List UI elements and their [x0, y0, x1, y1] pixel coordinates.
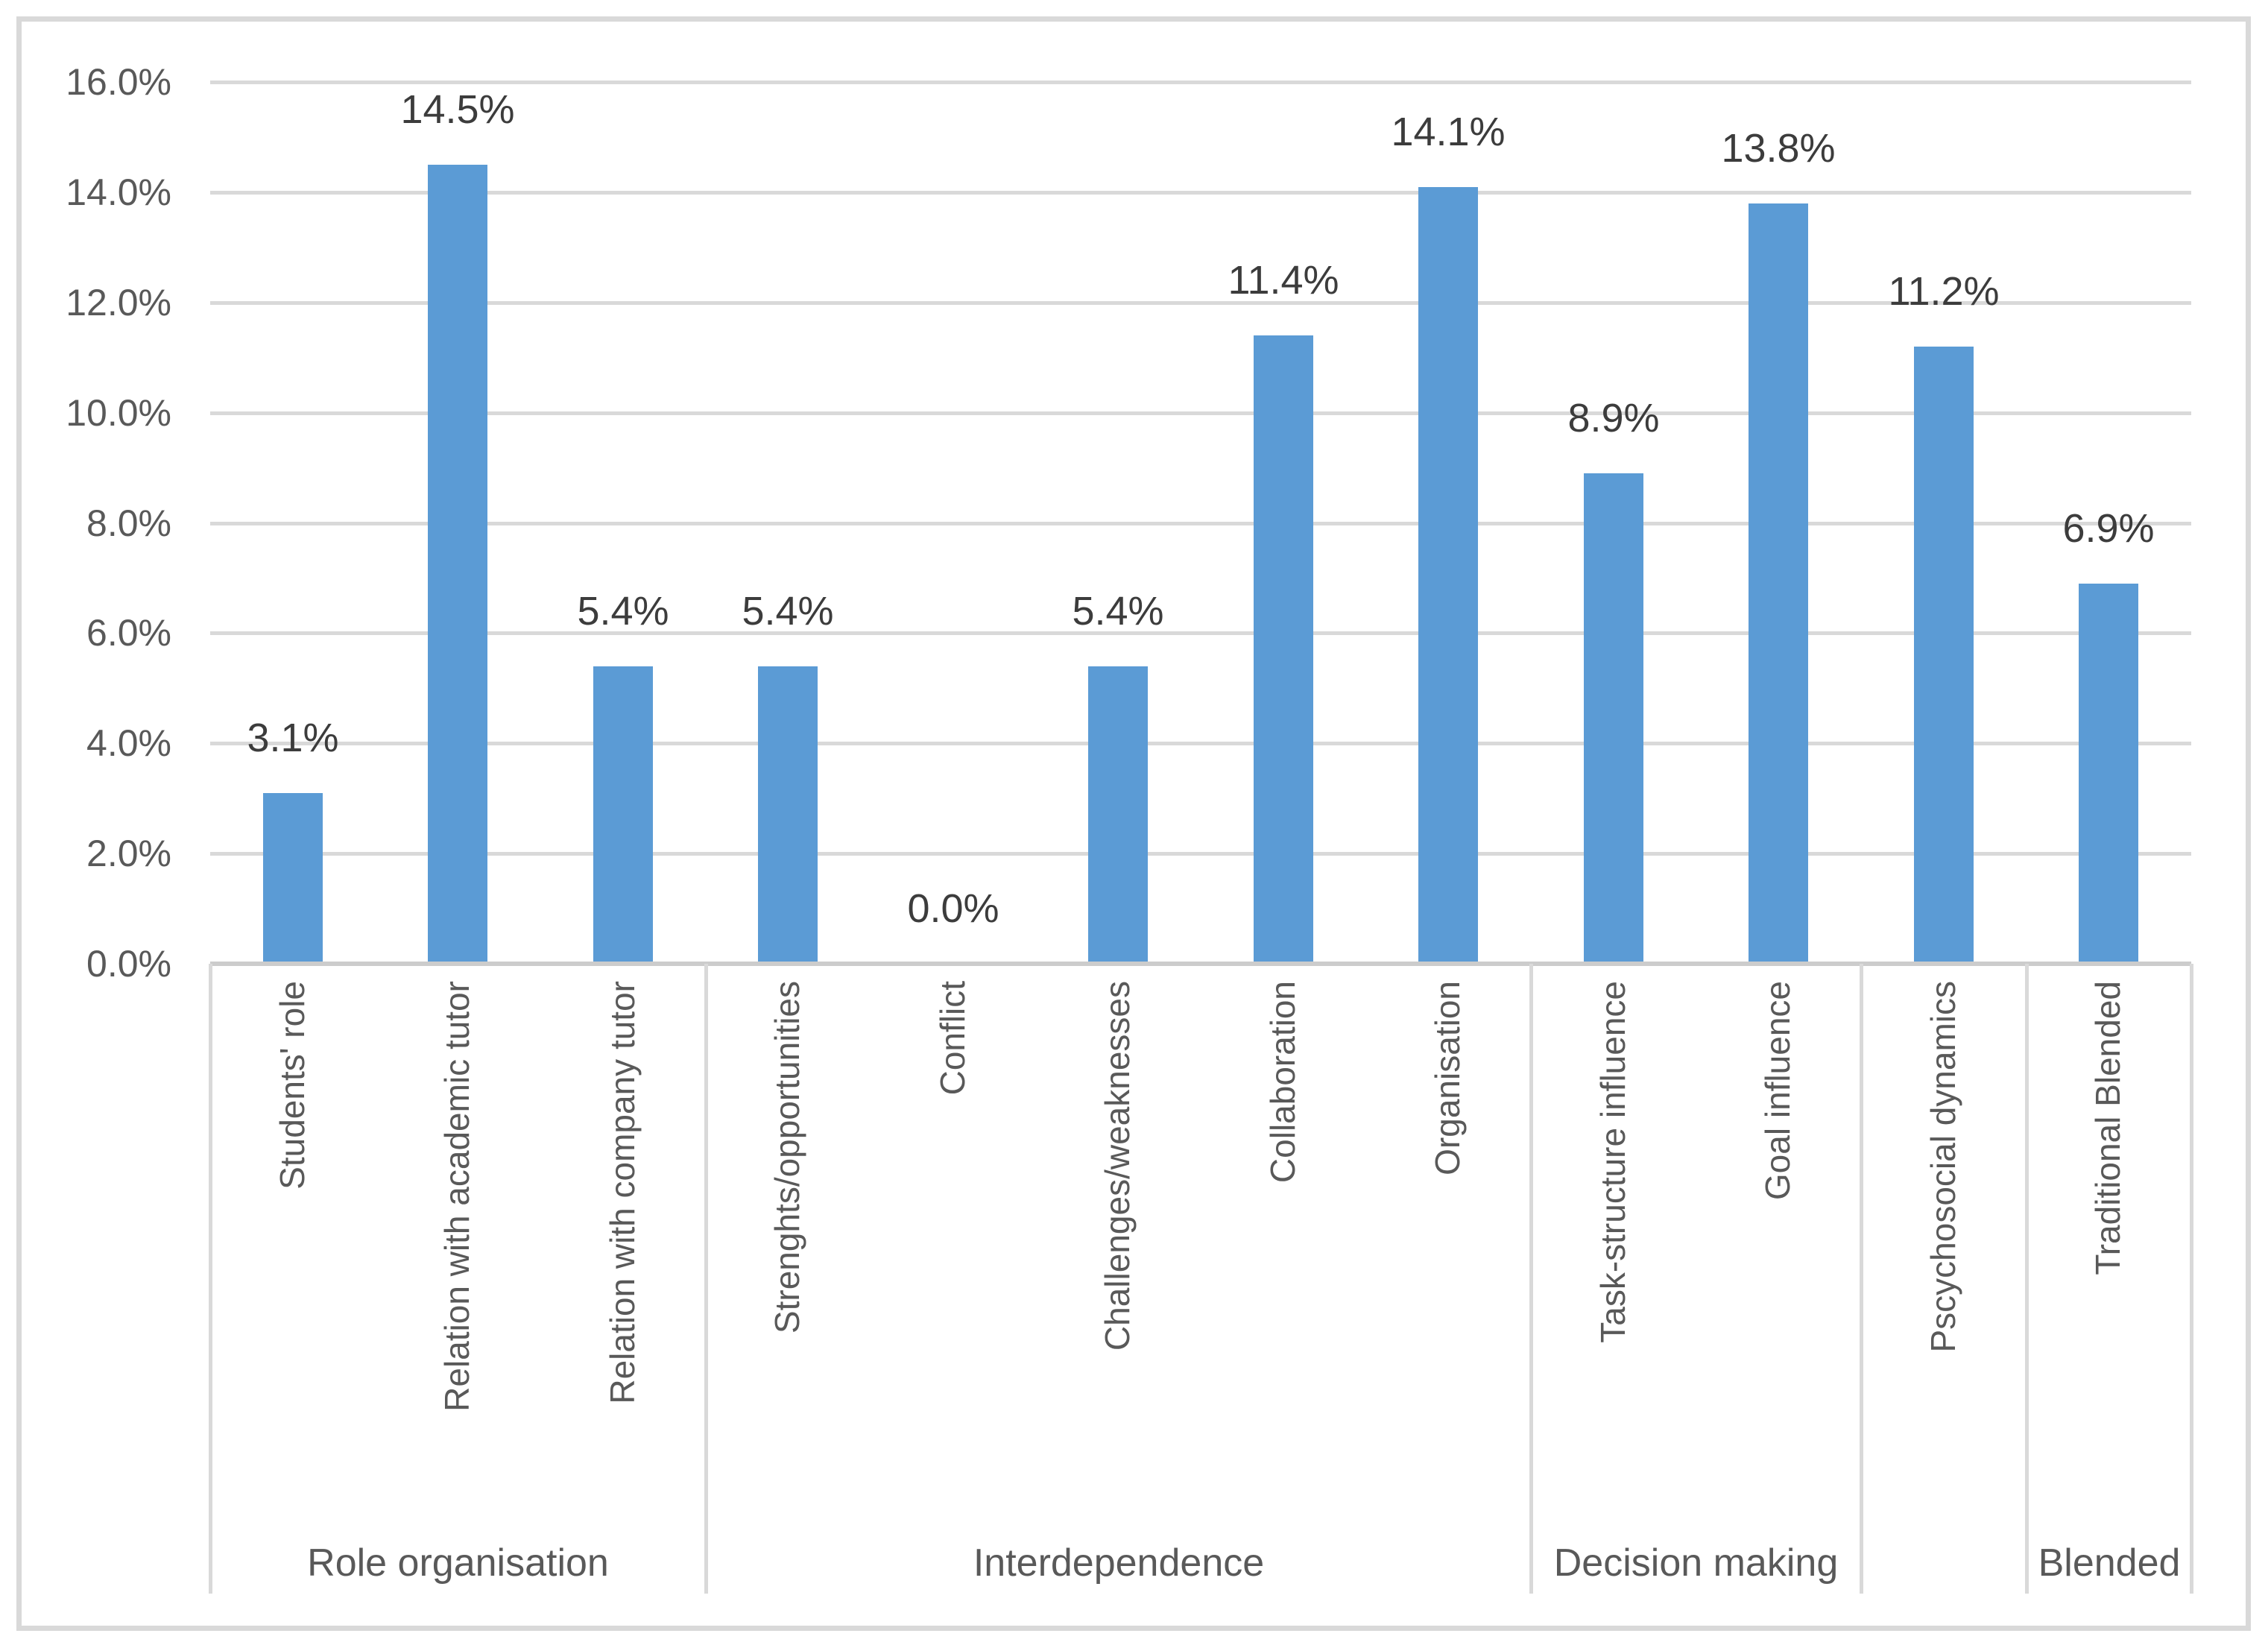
bar [593, 666, 653, 964]
category-label-text: Goal influence [1758, 981, 1798, 1201]
group-divider [2025, 964, 2029, 1594]
bar [1418, 187, 1478, 964]
bar [1254, 335, 1313, 964]
gridline [210, 80, 2191, 85]
group-divider [704, 964, 708, 1594]
gridline [210, 521, 2191, 525]
bar-value-label: 13.8% [1721, 126, 1836, 171]
gridline [210, 631, 2191, 636]
bar [758, 666, 818, 964]
y-tick-label: 2.0% [86, 833, 171, 875]
category-label: Relation with company tutor [597, 981, 649, 1404]
bar-value-label: 5.4% [1072, 589, 1164, 634]
category-label-text: Challenges/weaknesses [1098, 981, 1137, 1351]
group-divider [2190, 964, 2193, 1594]
bar-value-label: 3.1% [247, 716, 339, 760]
gridline [210, 742, 2191, 746]
bar [2079, 584, 2138, 964]
bar [1914, 347, 1974, 964]
bar-value-label: 5.4% [742, 589, 834, 634]
group-label: Role organisation [307, 1541, 609, 1585]
category-label-text: Traditional Blended [2088, 981, 2128, 1275]
gridline [210, 300, 2191, 305]
bar-value-label: 8.9% [1567, 396, 1660, 441]
y-tick-label: 4.0% [86, 722, 171, 765]
bar [1749, 203, 1808, 964]
bar-value-label: 14.5% [400, 87, 515, 132]
bar [1584, 473, 1643, 964]
category-label-text: Conflict [933, 981, 973, 1096]
y-tick-label: 16.0% [66, 61, 171, 104]
group-label: Blended [2038, 1541, 2181, 1585]
bar-value-label: 11.2% [1888, 269, 2000, 314]
bar-value-label: 5.4% [577, 589, 669, 634]
bar-value-label: 0.0% [907, 886, 999, 931]
group-label: Interdependence [973, 1541, 1265, 1585]
bar-value-label: 11.4% [1228, 258, 1339, 303]
y-tick-label: 0.0% [86, 943, 171, 985]
category-label: Goal influence [1752, 981, 1804, 1200]
group-divider [209, 964, 212, 1594]
bar-value-label: 6.9% [2062, 506, 2155, 551]
category-label: Challenges/weaknesses [1092, 981, 1144, 1351]
category-label: Pscychosocial dynamics [1918, 981, 1970, 1353]
category-label: Task-structure influence [1588, 981, 1640, 1343]
y-tick-label: 8.0% [86, 502, 171, 544]
x-axis-line [210, 962, 2191, 966]
y-tick-label: 14.0% [66, 171, 171, 213]
gridline [210, 852, 2191, 856]
category-label-text: Collaboration [1263, 981, 1303, 1184]
gridline [210, 411, 2191, 415]
gridline [210, 190, 2191, 195]
category-label-text: Relation with academic tutor [438, 981, 477, 1412]
bar-value-label: 14.1% [1391, 110, 1506, 154]
y-tick-label: 10.0% [66, 391, 171, 434]
y-tick-label: 6.0% [86, 612, 171, 654]
bar [428, 165, 487, 964]
category-label: Organisation [1422, 981, 1474, 1175]
category-label: Strenghts/opportunities [762, 981, 814, 1333]
category-label-text: Strenghts/opportunities [768, 981, 807, 1334]
category-label: Relation with academic tutor [432, 981, 484, 1412]
category-label-text: Task-structure influence [1593, 981, 1633, 1343]
bar [263, 793, 323, 964]
category-label-text: Relation with company tutor [603, 981, 642, 1404]
group-divider [1529, 964, 1533, 1594]
category-label: Students' role [267, 981, 319, 1190]
category-label: Collaboration [1257, 981, 1310, 1183]
category-label-text: Students' role [273, 981, 312, 1190]
y-tick-label: 12.0% [66, 281, 171, 323]
bar [1088, 666, 1148, 964]
category-label-text: Pscychosocial dynamics [1924, 981, 1963, 1353]
group-divider [1860, 964, 1863, 1594]
category-label-text: Organisation [1428, 981, 1468, 1175]
group-label: Decision making [1553, 1541, 1839, 1585]
category-label: Traditional Blended [2082, 981, 2135, 1275]
category-label: Conflict [927, 981, 979, 1095]
